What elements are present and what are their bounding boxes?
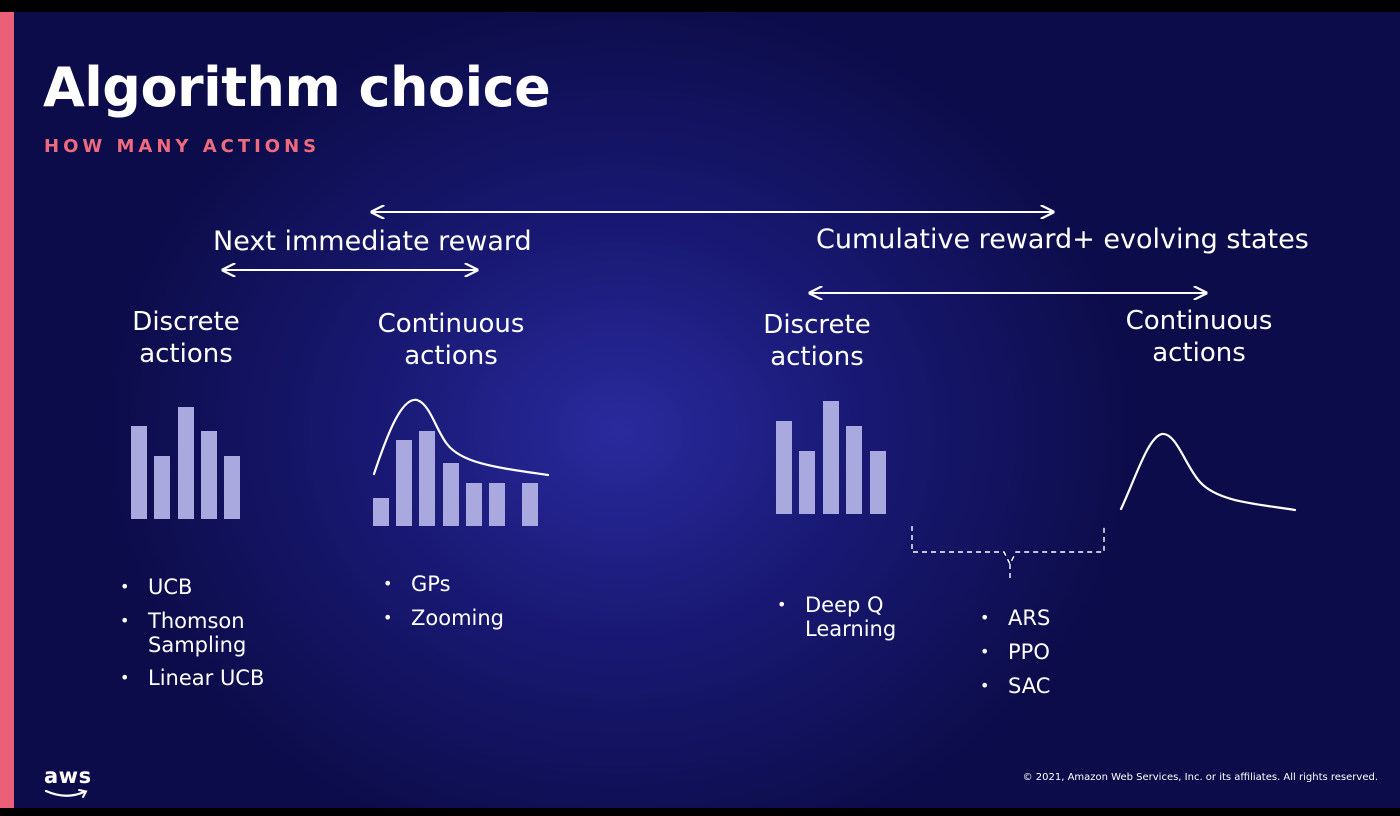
left-discrete-label: Discrete actions	[132, 307, 240, 369]
right-discrete-algorithm-list: Deep Q Learning	[777, 593, 896, 651]
list-item: UCB	[120, 575, 264, 599]
left-continuous-bars-icon	[373, 431, 538, 526]
shared-algorithm-list: ARS PPO SAC	[980, 606, 1050, 708]
accent-bar	[0, 12, 14, 808]
list-item: Zooming	[383, 606, 504, 630]
list-item: PPO	[980, 640, 1050, 664]
left-group-heading: Next immediate reward	[213, 226, 532, 257]
slide-title: Algorithm choice	[43, 56, 551, 119]
right-discrete-label: Discrete actions	[763, 310, 871, 372]
list-item: ARS	[980, 606, 1050, 630]
list-item: GPs	[383, 572, 504, 596]
slide: Algorithm choice HOW MANY ACTIONS	[0, 12, 1400, 808]
right-group-heading: Cumulative reward+ evolving states	[816, 224, 1309, 255]
aws-logo: aws	[44, 764, 92, 798]
right-distribution-curve-icon	[1119, 432, 1297, 512]
left-discrete-bars-icon	[131, 407, 240, 519]
right-discrete-bars-icon	[776, 401, 886, 514]
list-item: Thomson Sampling	[120, 609, 264, 657]
right-continuous-label: Continuous actions	[1125, 306, 1273, 368]
left-continuous-label: Continuous actions	[377, 309, 525, 371]
list-item: Linear UCB	[120, 666, 264, 690]
left-distribution-curve-icon	[372, 398, 550, 477]
dashed-brace-icon	[911, 526, 1105, 580]
left-continuous-algorithm-list: GPs Zooming	[383, 572, 504, 640]
left-discrete-algorithm-list: UCB Thomson Sampling Linear UCB	[120, 575, 264, 700]
list-item: Deep Q Learning	[777, 593, 896, 641]
slide-subtitle: HOW MANY ACTIONS	[44, 136, 321, 157]
copyright-text: © 2021, Amazon Web Services, Inc. or its…	[1022, 772, 1378, 783]
list-item: SAC	[980, 674, 1050, 698]
aws-smile-icon	[44, 789, 88, 798]
diagram-graphics	[131, 12, 1297, 580]
